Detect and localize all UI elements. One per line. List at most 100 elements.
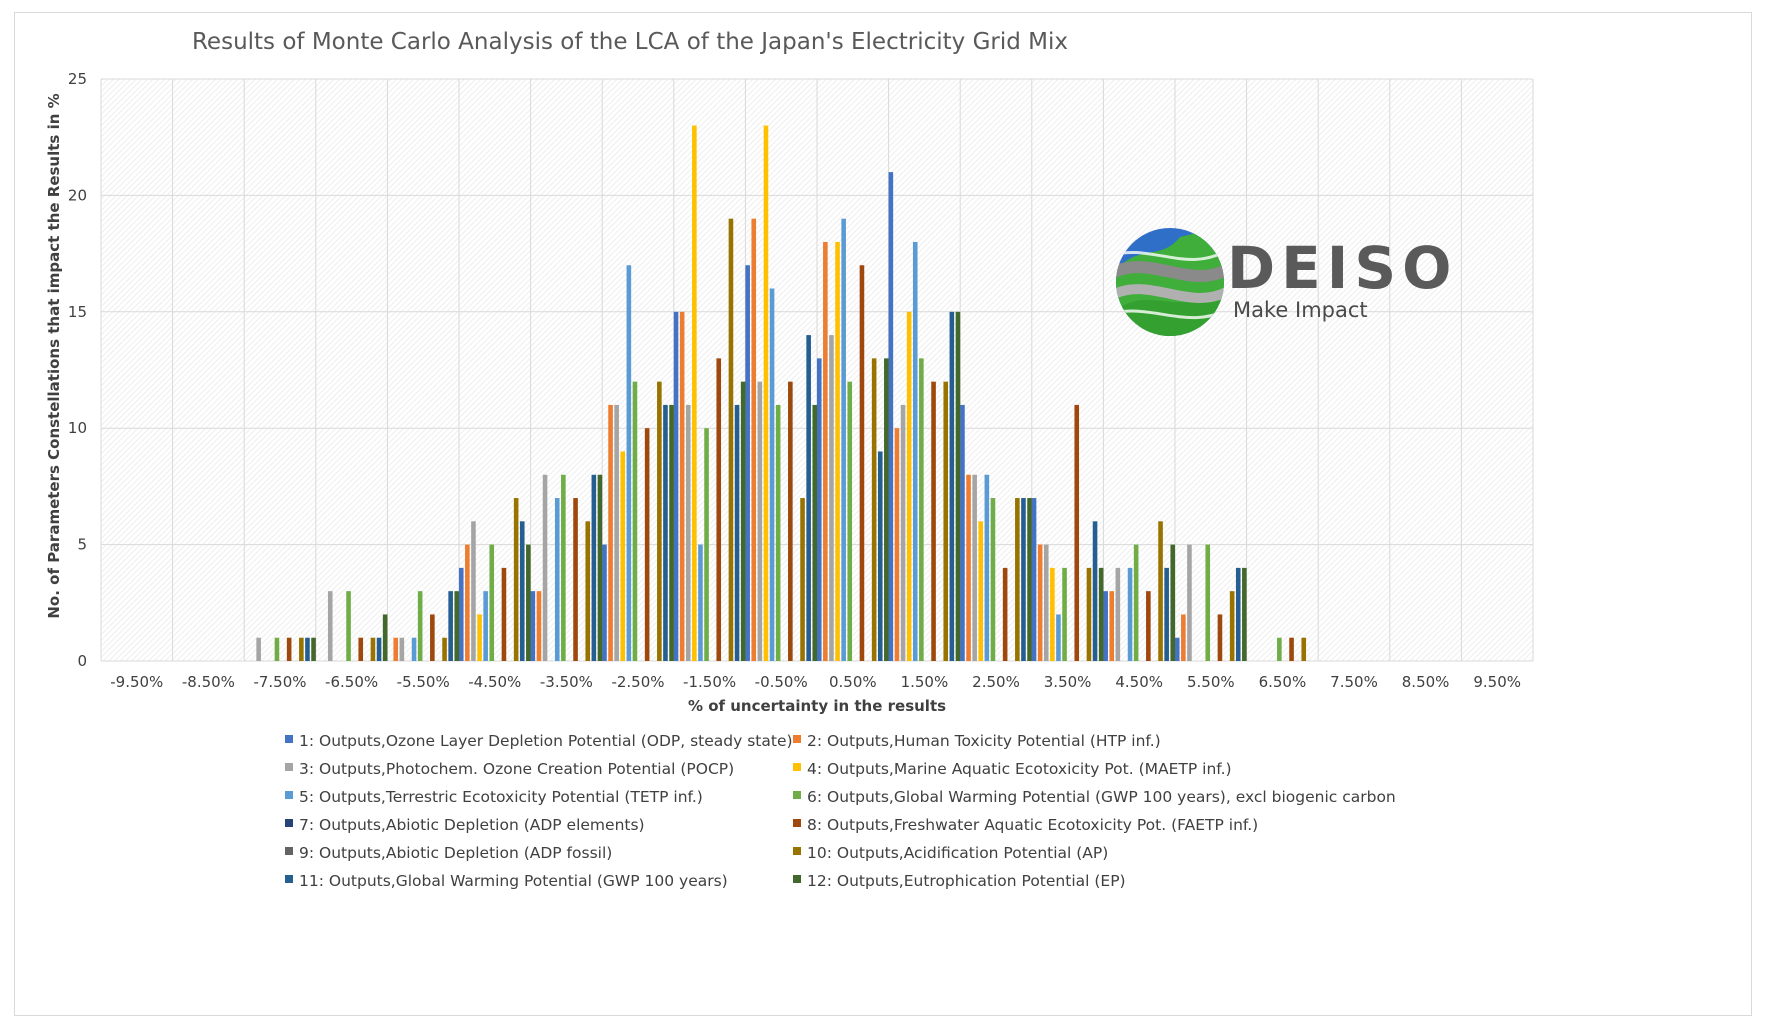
y-axis-label: No. of Parameters Constellations that im… — [45, 93, 63, 618]
legend-label: 5: Outputs,Terrestric Ecotoxicity Potent… — [299, 788, 703, 806]
bar — [448, 591, 453, 661]
x-tick-label: -2.50% — [611, 673, 664, 691]
bar — [663, 404, 668, 661]
bar — [1050, 567, 1055, 661]
legend-label: 7: Outputs,Abiotic Depletion (ADP elemen… — [299, 816, 645, 834]
bar — [835, 241, 840, 661]
legend-label: 9: Outputs,Abiotic Depletion (ADP fossil… — [299, 844, 612, 862]
x-tick-label: -9.50% — [110, 673, 163, 691]
bar — [483, 591, 488, 661]
legend-swatch — [285, 875, 293, 883]
x-axis-label: % of uncertainty in the results — [688, 697, 946, 715]
bar — [542, 474, 548, 661]
legend-swatch — [285, 735, 293, 743]
legend-swatch — [285, 819, 293, 827]
bar — [669, 404, 674, 661]
bar — [1109, 591, 1115, 661]
bar — [859, 265, 865, 661]
bar — [966, 474, 971, 661]
globe-icon — [1116, 228, 1224, 336]
x-tick-label: -6.50% — [325, 673, 378, 691]
bar — [411, 637, 417, 661]
legend-label: 4: Outputs,Marine Aquatic Ecotoxicity Po… — [807, 760, 1232, 778]
legend-swatch — [285, 763, 293, 771]
bar — [1043, 544, 1049, 661]
bar — [728, 218, 734, 661]
x-tick-label: 7.50% — [1330, 673, 1378, 691]
bar — [471, 521, 476, 661]
bar — [812, 404, 818, 661]
bar — [829, 335, 834, 661]
bars-group — [256, 125, 1307, 661]
bar — [1174, 637, 1180, 661]
x-tick-label: 9.50% — [1473, 673, 1521, 691]
legend-swatch — [793, 819, 801, 827]
y-tick-label: 10 — [68, 419, 87, 437]
x-tick-label: -0.50% — [755, 673, 808, 691]
legend-label: 10: Outputs,Acidification Potential (AP) — [807, 844, 1108, 862]
bar — [698, 544, 703, 661]
bar — [1098, 567, 1104, 661]
bar — [960, 404, 965, 661]
y-tick-label: 0 — [77, 652, 87, 670]
chart-svg: Results of Monte Carlo Analysis of the L… — [45, 29, 1534, 890]
bar — [877, 451, 883, 661]
legend-swatch — [793, 763, 801, 771]
bar — [399, 637, 405, 661]
bar — [1056, 614, 1061, 661]
legend-label: 1: Outputs,Ozone Layer Depletion Potenti… — [299, 732, 793, 750]
bar — [978, 521, 984, 661]
bar — [358, 637, 364, 661]
bar — [888, 172, 894, 661]
bar — [816, 358, 822, 661]
bar — [417, 591, 423, 661]
y-tick-label: 20 — [68, 186, 87, 204]
bar — [585, 521, 591, 661]
bar — [751, 218, 757, 661]
legend-label: 8: Outputs,Freshwater Aquatic Ecotoxicit… — [807, 816, 1258, 834]
bar — [286, 637, 292, 661]
x-tick-label: -3.50% — [540, 673, 593, 691]
bar — [1062, 567, 1067, 661]
legend: 1: Outputs,Ozone Layer Depletion Potenti… — [285, 732, 1396, 890]
legend-swatch — [793, 735, 801, 743]
bar — [1217, 614, 1223, 661]
bar — [573, 498, 578, 661]
bar — [906, 311, 912, 661]
bar — [657, 381, 662, 661]
bar — [894, 428, 900, 661]
bar — [256, 637, 261, 661]
legend-swatch — [793, 847, 801, 855]
bar — [919, 358, 924, 661]
bar — [1127, 567, 1133, 661]
bar — [769, 288, 775, 661]
bar — [806, 335, 811, 661]
bar — [614, 404, 619, 661]
bar — [644, 428, 650, 661]
bar — [608, 404, 613, 661]
bar — [1002, 567, 1008, 661]
bar — [620, 451, 626, 661]
bar — [1164, 567, 1169, 661]
legend-swatch — [793, 875, 801, 883]
bar — [871, 358, 877, 661]
bar — [1092, 521, 1098, 661]
bar — [823, 241, 828, 661]
bar — [984, 474, 990, 661]
bar — [1103, 591, 1108, 661]
bar — [632, 381, 638, 661]
y-tick-label: 25 — [68, 70, 87, 88]
bar — [591, 474, 597, 661]
bar — [990, 498, 996, 661]
bar — [519, 521, 525, 661]
x-tick-label: -5.50% — [397, 673, 450, 691]
bar — [1170, 544, 1176, 661]
bar — [949, 311, 955, 661]
bar — [370, 637, 376, 661]
x-tick-label: -8.50% — [182, 673, 235, 691]
bar — [1187, 544, 1192, 661]
bar — [1205, 544, 1211, 661]
bar — [847, 381, 853, 661]
bar — [327, 591, 333, 661]
bar — [763, 125, 769, 661]
